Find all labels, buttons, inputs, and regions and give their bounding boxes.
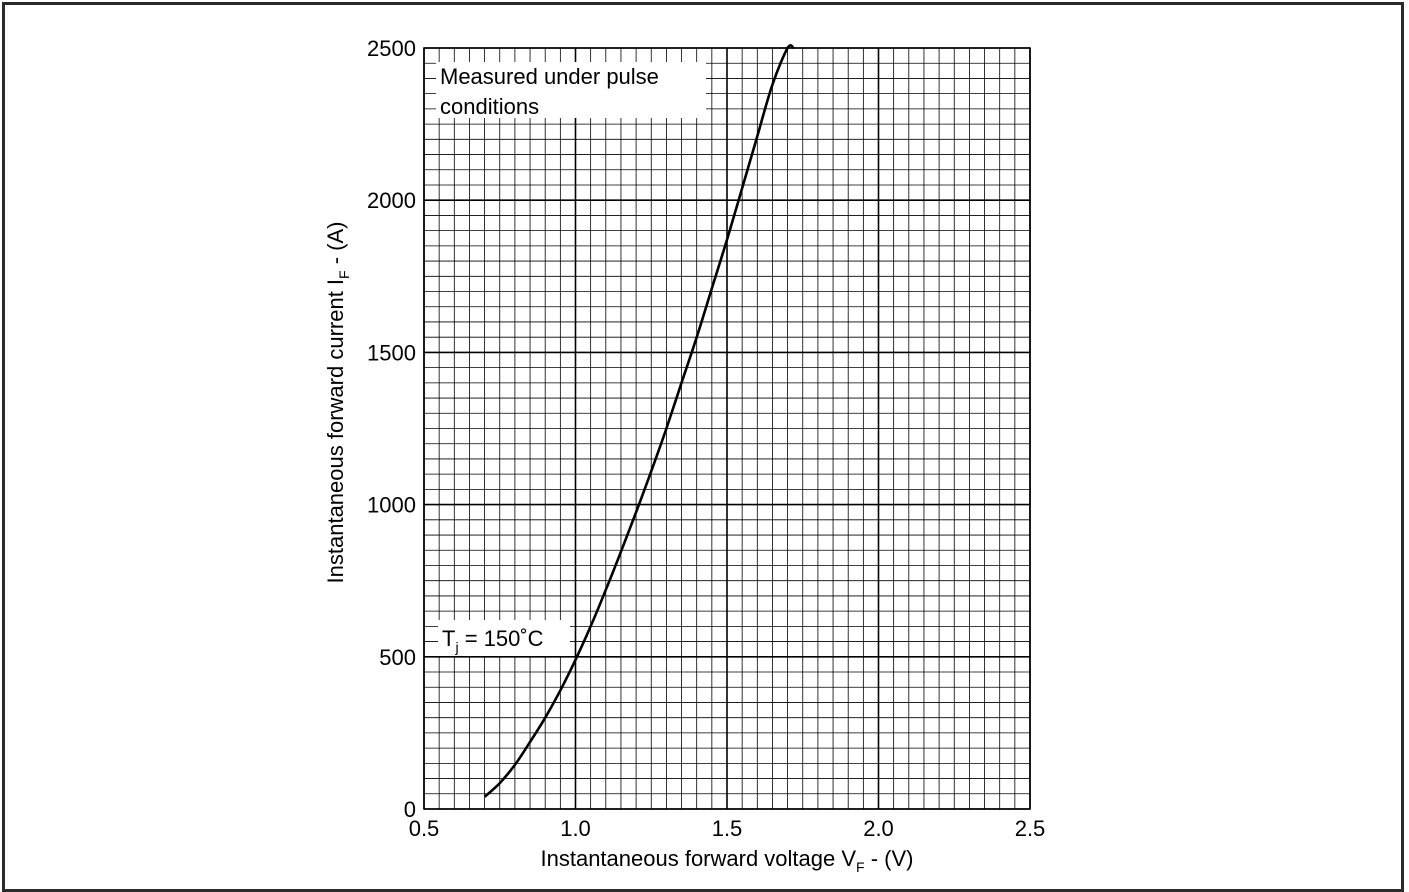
y-axis-title-sub: F [336,270,352,279]
x-tick-label: 2.5 [1015,816,1046,841]
grid-minor [424,48,1030,809]
y-axis-title-main: Instantaneous forward current I [323,279,348,584]
x-tick-label: 2.0 [863,816,894,841]
annotation-pulse: Measured under pulse conditions [436,62,706,119]
x-axis-title-unit: - (V) [865,846,914,871]
y-tick-label: 2500 [367,36,416,61]
y-tick-labels: 0 500 1000 1500 2000 2500 [367,36,416,822]
y-axis-title: Instantaneous forward current IF - (A) [323,222,352,584]
x-tick-labels: 0.5 1.0 1.5 2.0 2.5 [409,816,1046,841]
plot-border [423,47,1031,810]
annotation-tj-sub: j [454,639,458,655]
x-axis-title-sub: F [856,859,865,875]
annotation-pulse-line1: Measured under pulse [440,64,659,89]
x-axis-title: Instantaneous forward voltage VF - (V) [541,846,914,875]
y-axis-title-unit: - (A) [323,222,348,271]
x-axis-title-main: Instantaneous forward voltage V [541,846,857,871]
annotation-tj-bg [438,620,570,656]
y-tick-label: 500 [379,645,416,670]
annotation-pulse-line2: conditions [440,94,539,119]
annotation-tj-text: Tj = 150˚C [442,626,544,655]
series-line-0 [483,44,795,798]
x-tick-label: 1.5 [712,816,743,841]
annotation-pulse-bg [436,62,706,118]
x-tick-label: 0.5 [409,816,440,841]
x-tick-label: 1.0 [560,816,591,841]
y-tick-label: 0 [404,797,416,822]
y-tick-label: 1500 [367,340,416,365]
annotation-tj: Tj = 150˚C [438,620,570,656]
series-layer [483,44,795,798]
annotation-tj-rest: = 150˚C [459,626,544,651]
annotation-tj-main: T [442,626,455,651]
y-tick-label: 1000 [367,493,416,518]
y-tick-label: 2000 [367,188,416,213]
